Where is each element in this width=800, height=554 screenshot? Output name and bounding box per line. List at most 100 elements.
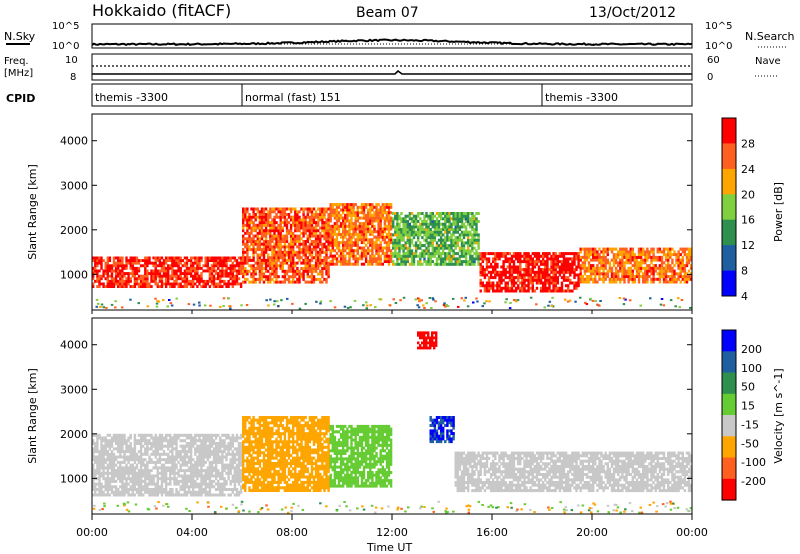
heatmap-cell	[671, 277, 674, 281]
heatmap-cell	[429, 257, 432, 261]
heatmap-cell	[412, 222, 416, 226]
heatmap-cell	[364, 257, 368, 261]
heatmap-cell	[583, 277, 587, 281]
heatmap-cell	[264, 275, 268, 279]
heatmap-cell	[139, 442, 143, 445]
heatmap-cell	[127, 282, 130, 286]
heatmap-cell	[650, 269, 653, 273]
heatmap-cell	[608, 261, 612, 265]
heatmap-cell	[267, 258, 270, 262]
heatmap-cell	[442, 241, 445, 245]
heatmap-cell	[423, 238, 426, 242]
heatmap-cell	[252, 272, 255, 276]
heatmap-cell	[554, 254, 557, 258]
heatmap-cell	[260, 250, 264, 254]
heatmap-cell	[156, 436, 159, 440]
heatmap-cell	[442, 228, 445, 231]
heatmap-cell	[333, 238, 337, 242]
heatmap-cell	[110, 269, 114, 273]
heatmap-cell	[667, 275, 670, 278]
heatmap-cell	[656, 258, 659, 262]
heatmap-cell	[96, 471, 99, 475]
heatmap-cell	[194, 452, 197, 456]
heatmap-cell	[317, 242, 320, 246]
heatmap-cell	[392, 212, 395, 215]
heatmap-cell	[602, 269, 605, 273]
heatmap-cell	[135, 256, 139, 260]
heatmap-cell	[129, 256, 132, 260]
heatmap-cell	[246, 256, 249, 260]
heatmap-cell	[419, 230, 422, 234]
heatmap-cell	[275, 269, 278, 273]
heatmap-cell	[423, 307, 426, 309]
heatmap-cell	[517, 257, 520, 261]
heatmap-cell	[414, 298, 417, 301]
heatmap-cell	[137, 458, 141, 462]
heatmap-cell	[150, 469, 153, 473]
heatmap-cell	[225, 269, 228, 273]
heatmap-cell	[196, 256, 199, 260]
heatmap-cell	[146, 450, 149, 454]
heatmap-cell	[169, 455, 172, 459]
heatmap-cell	[652, 253, 655, 257]
heatmap-cell	[344, 230, 347, 234]
heatmap-cell	[446, 212, 449, 215]
heatmap-cell	[133, 455, 137, 459]
heatmap-cell	[627, 269, 630, 273]
heatmap-cell	[273, 253, 276, 257]
heatmap-cell	[321, 275, 324, 279]
heatmap-cell	[96, 279, 99, 283]
heatmap-cell	[121, 447, 124, 451]
heatmap-cell	[112, 259, 116, 262]
heatmap-cell	[473, 214, 476, 218]
heatmap-cell	[308, 226, 312, 230]
heatmap-cell	[260, 221, 264, 225]
heatmap-cell	[281, 207, 284, 211]
heatmap-cell	[267, 253, 270, 257]
heatmap-cell	[154, 259, 157, 262]
heatmap-cell	[381, 203, 384, 207]
heatmap-cell	[325, 223, 328, 227]
heatmap-cell	[273, 223, 276, 227]
heatmap-cell	[250, 218, 253, 222]
heatmap-cell	[183, 279, 187, 283]
heatmap-cell	[562, 268, 566, 272]
heatmap-cell	[279, 229, 282, 233]
heatmap-cell	[644, 266, 647, 270]
heatmap-cell	[133, 474, 137, 478]
heatmap-cell	[283, 218, 287, 222]
heatmap-cell	[469, 225, 472, 229]
heatmap-cell	[100, 482, 103, 486]
heatmap-cell	[664, 247, 668, 251]
heatmap-cell	[273, 256, 276, 260]
heatmap-cell	[335, 238, 339, 242]
heatmap-cell	[525, 270, 528, 274]
heatmap-cell	[173, 439, 176, 443]
heatmap-cell	[189, 261, 193, 265]
heatmap-cell	[312, 240, 316, 243]
heatmap-cell	[387, 211, 391, 215]
heatmap-cell	[479, 262, 482, 266]
heatmap-cell	[292, 237, 295, 241]
heatmap-cell	[512, 268, 516, 272]
heatmap-cell	[551, 305, 555, 308]
heatmap-cell	[531, 252, 534, 256]
heatmap-cell	[437, 254, 441, 258]
heatmap-cell	[273, 269, 276, 273]
heatmap-cell	[667, 264, 670, 268]
heatmap-cell	[687, 250, 691, 254]
heatmap-cell	[481, 305, 484, 308]
heatmap-cell	[152, 482, 155, 486]
heatmap-cell	[319, 218, 322, 222]
heatmap-cell	[564, 289, 568, 293]
heatmap-cell	[173, 474, 176, 478]
heatmap-cell	[406, 236, 409, 240]
heatmap-cell	[437, 262, 441, 266]
heatmap-cell	[429, 228, 432, 231]
heatmap-cell	[306, 267, 309, 270]
heatmap-cell	[685, 277, 689, 281]
heatmap-cell	[273, 237, 276, 241]
heatmap-cell	[246, 237, 249, 241]
heatmap-cell	[275, 221, 278, 225]
heatmap-cell	[106, 474, 109, 478]
